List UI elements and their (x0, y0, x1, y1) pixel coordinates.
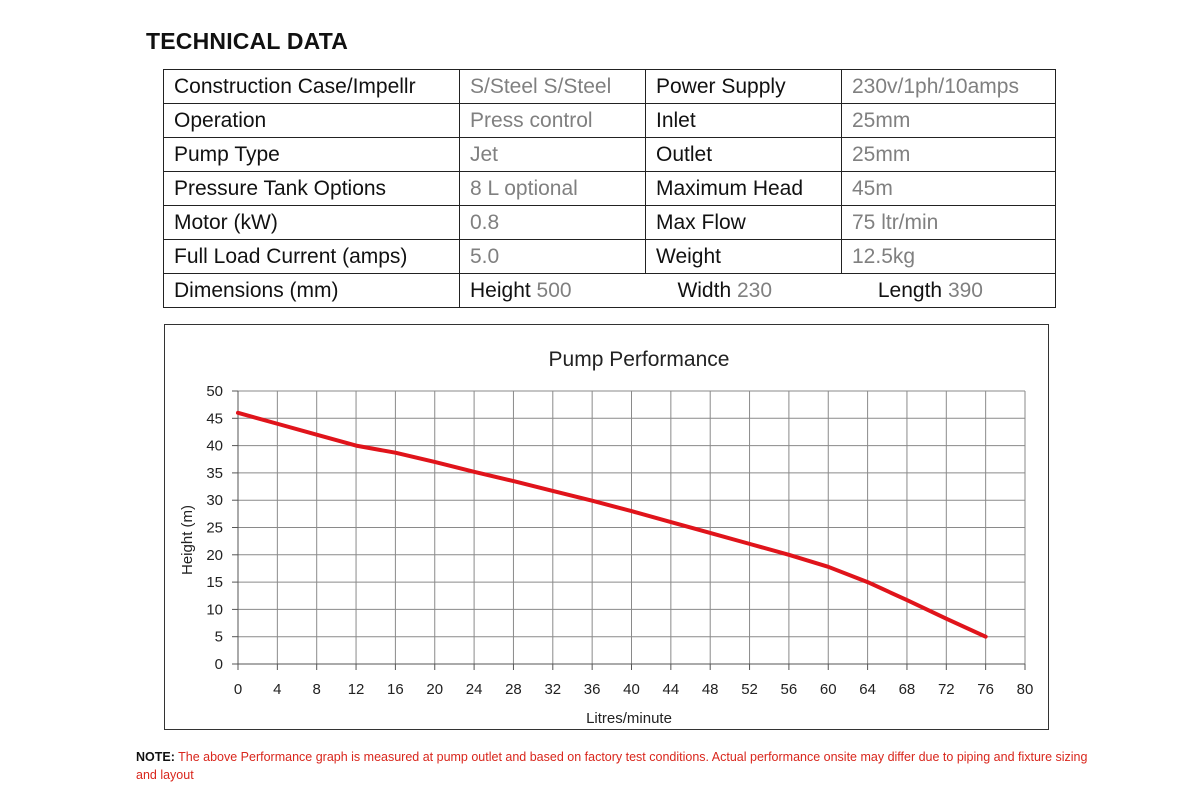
spec-label: Max Flow (645, 205, 842, 240)
spec-label: Outlet (645, 137, 842, 172)
x-tick-labels: 0 4 8 12 16 20 24 28 32 36 40 44 48 52 56 60 64 68 72 76 80 (234, 681, 1034, 698)
x-tick-label: 12 (348, 681, 365, 698)
table-row: Full Load Current (amps) 5.0 Weight 12.5… (163, 239, 1056, 274)
dimension-width: Width 230 (677, 278, 773, 302)
chart-grid (238, 390, 1026, 664)
spec-label: Full Load Current (amps) (163, 239, 460, 274)
spec-value: S/Steel S/Steel (459, 69, 646, 104)
table-row: Pump Type Jet Outlet 25mm (163, 137, 1056, 172)
y-tick-labels: 0 5 10 15 20 25 30 35 40 45 50 (206, 383, 223, 673)
x-tick-label: 44 (663, 681, 680, 698)
spec-label: Maximum Head (645, 171, 842, 206)
x-tick-label: 4 (273, 681, 281, 698)
x-tick-label: 64 (859, 681, 876, 698)
y-tick-label: 30 (206, 492, 223, 509)
x-tick-label: 32 (544, 681, 561, 698)
table-row: Motor (kW) 0.8 Max Flow 75 ltr/min (163, 205, 1056, 240)
spec-value: 12.5kg (841, 239, 1056, 274)
x-axis-label: Litres/minute (586, 710, 672, 727)
note-text: The above Performance graph is measured … (136, 750, 1088, 782)
dimension-height: Height 500 (470, 278, 572, 302)
spec-label: Pressure Tank Options (163, 171, 460, 206)
spec-label: Inlet (645, 103, 842, 138)
spec-value: 25mm (841, 103, 1056, 138)
spec-label: Weight (645, 239, 842, 274)
x-tick-label: 0 (234, 681, 242, 698)
x-tick-label: 56 (781, 681, 798, 698)
y-tick-label: 50 (206, 383, 223, 400)
y-tick-label: 10 (206, 601, 223, 618)
y-tick-label: 15 (206, 574, 223, 591)
dimensions-row: Dimensions (mm) Height 500 Width 230 Len… (163, 273, 1056, 308)
spec-value: Jet (459, 137, 646, 172)
spec-value: 45m (841, 171, 1056, 206)
y-tick-label: 20 (206, 547, 223, 564)
y-tick-label: 25 (206, 520, 223, 537)
page-heading: TECHNICAL DATA (146, 28, 349, 54)
x-tick-label: 8 (313, 681, 321, 698)
table-row: Pressure Tank Options 8 L optional Maxim… (163, 171, 1056, 206)
technical-data-table: Construction Case/Impellr S/Steel S/Stee… (163, 69, 1056, 308)
x-tick-label: 60 (820, 681, 837, 698)
x-tick-label: 36 (584, 681, 601, 698)
spec-value: 0.8 (459, 205, 646, 240)
y-tick-label: 0 (215, 656, 223, 673)
spec-value: 25mm (841, 137, 1056, 172)
x-tick-label: 48 (702, 681, 719, 698)
dimension-length: Length 390 (877, 278, 983, 302)
y-tick-label: 45 (206, 410, 223, 427)
x-tick-label: 16 (387, 681, 404, 698)
spec-label: Power Supply (645, 69, 842, 104)
x-tick-label: 24 (466, 681, 483, 698)
y-tick-label: 35 (206, 465, 223, 482)
performance-note: NOTE: The above Performance graph is mea… (136, 748, 1096, 784)
spec-label: Dimensions (mm) (163, 273, 460, 308)
performance-curve (236, 410, 988, 639)
y-axis-label: Height (m) (179, 505, 196, 575)
chart-axes (232, 390, 1026, 670)
spec-value: 230v/1ph/10amps (841, 69, 1056, 104)
x-tick-label: 80 (1017, 681, 1034, 698)
spec-value: 5.0 (459, 239, 646, 274)
x-tick-label: 68 (899, 681, 916, 698)
x-tick-label: 72 (938, 681, 955, 698)
dimensions-cell: Height 500 Width 230 Length 390 (459, 273, 1056, 308)
spec-label: Motor (kW) (163, 205, 460, 240)
x-tick-label: 52 (741, 681, 758, 698)
spec-value: 8 L optional (459, 171, 646, 206)
x-tick-label: 28 (505, 681, 522, 698)
table-row: Operation Press control Inlet 25mm (163, 103, 1056, 138)
spec-label: Construction Case/Impellr (163, 69, 460, 104)
note-label: NOTE: (136, 750, 175, 764)
x-tick-label: 76 (977, 681, 994, 698)
x-tick-label: 20 (426, 681, 443, 698)
x-tick-label: 40 (623, 681, 640, 698)
spec-label: Operation (163, 103, 460, 138)
chart-title: Pump Performance (549, 348, 730, 371)
y-tick-label: 5 (215, 629, 223, 646)
pump-performance-chart: 0 5 10 15 20 25 30 35 40 45 50 0 4 8 12 16 20 24 28 32 36 40… (164, 324, 1049, 730)
spec-label: Pump Type (163, 137, 460, 172)
table-row: Construction Case/Impellr S/Steel S/Stee… (163, 69, 1056, 104)
y-tick-label: 40 (206, 438, 223, 455)
spec-value: 75 ltr/min (841, 205, 1056, 240)
spec-value: Press control (459, 103, 646, 138)
